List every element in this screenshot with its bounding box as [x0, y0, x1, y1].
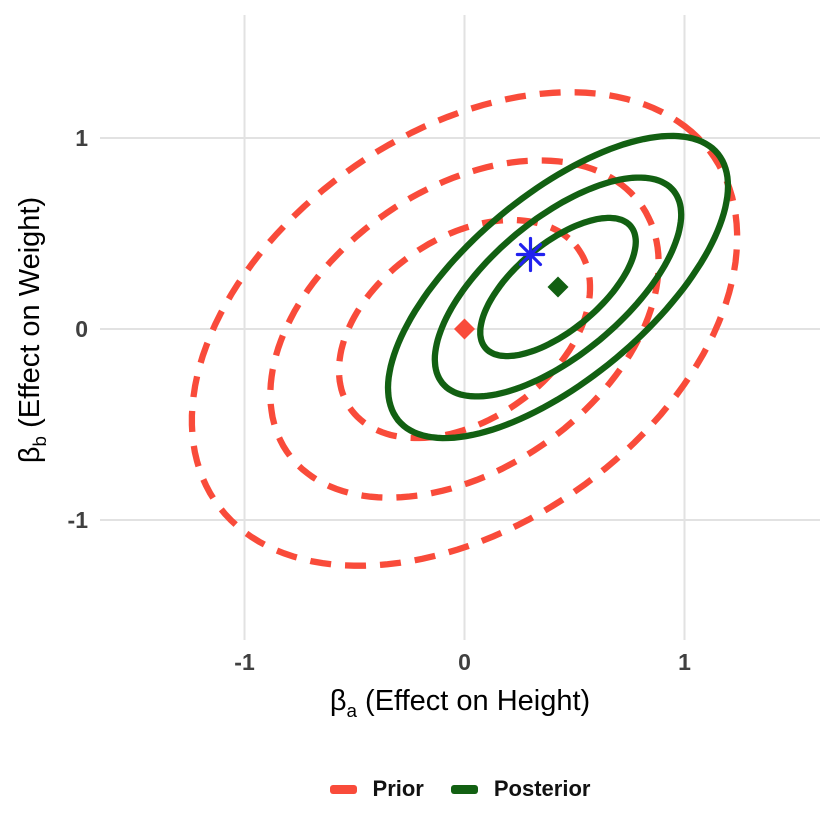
- x-axis-title: βa (Effect on Height): [100, 684, 820, 728]
- x-axis-title-subscript: a: [346, 699, 357, 721]
- y-tick-label: -1: [67, 507, 88, 534]
- x-tick-label: 1: [678, 649, 691, 675]
- y-tick-label: 0: [75, 316, 88, 343]
- prior-ellipse: [188, 89, 741, 569]
- legend-label-posterior: Posterior: [493, 776, 591, 801]
- posterior-ellipse: [384, 132, 732, 442]
- legend-item-prior: Prior: [329, 776, 424, 802]
- asterisk-ray: [518, 242, 543, 267]
- x-axis-title-text: (Effect on Height): [356, 685, 591, 717]
- prior-mean-diamond-marker: [454, 318, 476, 340]
- y-tick-label: 1: [75, 125, 88, 151]
- legend-label-prior: Prior: [372, 776, 424, 801]
- x-tick-label: -1: [234, 649, 255, 675]
- y-axis-title-subscript: b: [28, 435, 50, 447]
- prior-ellipse: [335, 216, 594, 442]
- posterior-dash-swatch: [450, 784, 478, 794]
- posterior-ellipse: [431, 174, 685, 400]
- x-axis-title-symbol: β: [329, 685, 347, 717]
- x-tick-label: 0: [458, 649, 471, 675]
- posterior-mean-diamond-marker: [547, 276, 569, 298]
- prior-ellipse: [267, 157, 662, 501]
- prior-dash-swatch: [329, 784, 357, 794]
- y-axis-title-symbol: β: [14, 446, 47, 464]
- true-value-asterisk-marker: [515, 236, 546, 273]
- posterior-ellipse: [477, 214, 639, 360]
- legend-item-posterior: Posterior: [450, 776, 591, 802]
- legend: Prior Posterior: [100, 776, 820, 802]
